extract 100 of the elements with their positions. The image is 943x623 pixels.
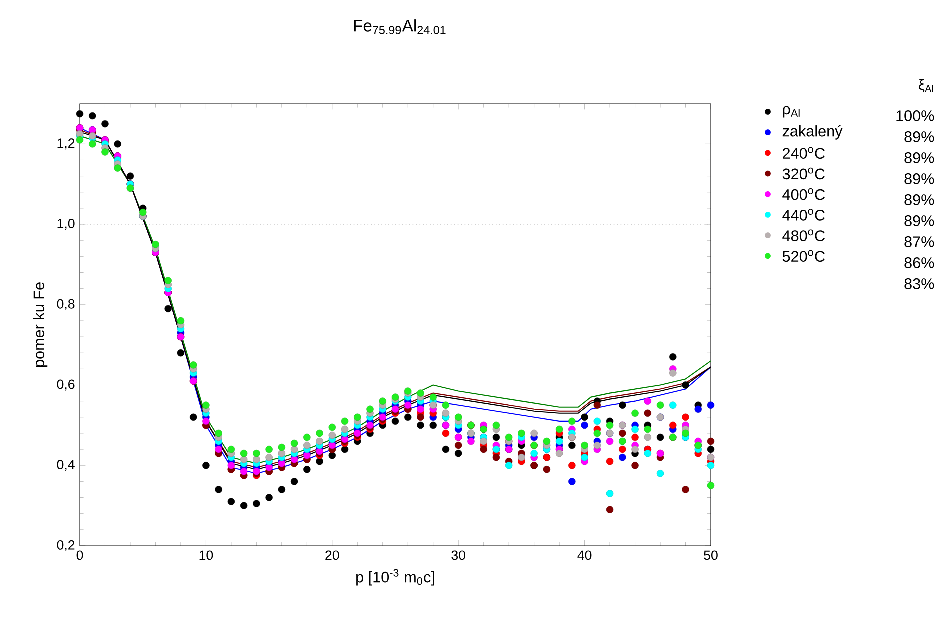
x-tick-label: 20 [326, 550, 340, 560]
point [594, 430, 602, 438]
point [240, 502, 248, 510]
point [480, 446, 488, 454]
point [430, 394, 437, 401]
legend-label: 520$^{o}$C [782, 250, 825, 262]
point [366, 406, 374, 413]
text: 89% [904, 152, 934, 164]
legend-label: 440$^{o}$C [782, 209, 825, 221]
point [152, 241, 160, 248]
point [632, 410, 639, 417]
point [606, 438, 614, 446]
point [215, 446, 222, 454]
point [290, 440, 298, 448]
legend-label: ρ$_{Al}$ [783, 106, 800, 118]
point [442, 402, 450, 409]
point [114, 140, 122, 148]
point [240, 468, 248, 476]
point [290, 478, 298, 486]
point [707, 446, 715, 454]
y-tick-label: 1,2 [58, 138, 75, 150]
point [228, 446, 236, 454]
point [240, 456, 248, 464]
point [278, 450, 286, 458]
point [492, 434, 500, 442]
point [656, 434, 664, 442]
point [454, 414, 462, 422]
point [89, 140, 96, 148]
point [430, 422, 437, 430]
point [240, 450, 248, 458]
point [164, 305, 172, 313]
point [417, 390, 424, 397]
text: 89% [904, 216, 934, 226]
point [606, 506, 614, 514]
point [328, 452, 336, 460]
y-tick-label: 0,6 [57, 380, 75, 391]
point [404, 402, 412, 409]
point [670, 370, 677, 377]
legend-label: 400$^{o}$C [782, 188, 825, 200]
point [606, 422, 614, 430]
point [253, 500, 260, 508]
point [632, 446, 639, 454]
point [644, 398, 652, 405]
point [606, 490, 614, 498]
point [594, 418, 602, 426]
x-axis-title: p [10$^{-3}$ m$_{0}$c] [356, 569, 434, 586]
point [568, 442, 576, 450]
point [682, 430, 690, 438]
text: 100% [896, 110, 934, 122]
point [379, 398, 386, 405]
point [707, 438, 715, 446]
point [304, 442, 311, 450]
point [568, 478, 576, 486]
point [556, 450, 564, 458]
point [266, 494, 273, 502]
legend-label: zakalený [782, 125, 843, 140]
point [518, 430, 526, 438]
text: 89% [904, 174, 934, 184]
x-tick-label: 10 [200, 550, 214, 560]
point [442, 430, 450, 438]
point [266, 454, 273, 462]
point [316, 438, 324, 446]
point [581, 442, 588, 450]
point [505, 434, 513, 442]
point [707, 402, 715, 409]
point [442, 410, 450, 417]
y-tick-label: 0,2 [57, 540, 75, 552]
point [202, 402, 210, 409]
legend-title: ξ$_{Al}$ [918, 79, 934, 93]
point [670, 402, 677, 409]
point [568, 462, 576, 470]
point [619, 402, 626, 409]
point [670, 354, 677, 361]
point [556, 426, 564, 434]
point [632, 434, 639, 442]
point [530, 430, 538, 438]
point [328, 432, 336, 440]
y-tick-label: 0,4 [57, 460, 75, 472]
point [114, 164, 122, 172]
point [656, 470, 664, 478]
point [228, 498, 236, 506]
point [682, 414, 690, 422]
point [632, 462, 639, 470]
point [568, 418, 576, 426]
point [76, 136, 84, 144]
point [202, 418, 210, 426]
point [278, 486, 286, 494]
point [341, 446, 349, 454]
text: 86% [904, 258, 934, 268]
point [656, 402, 664, 409]
point [682, 382, 690, 389]
point [492, 422, 500, 430]
x-tick-label: 0 [76, 550, 84, 560]
point [215, 430, 222, 438]
point [682, 486, 690, 494]
point [253, 450, 260, 458]
point [619, 454, 626, 462]
point [644, 450, 652, 458]
point [619, 430, 626, 438]
point [543, 466, 551, 474]
